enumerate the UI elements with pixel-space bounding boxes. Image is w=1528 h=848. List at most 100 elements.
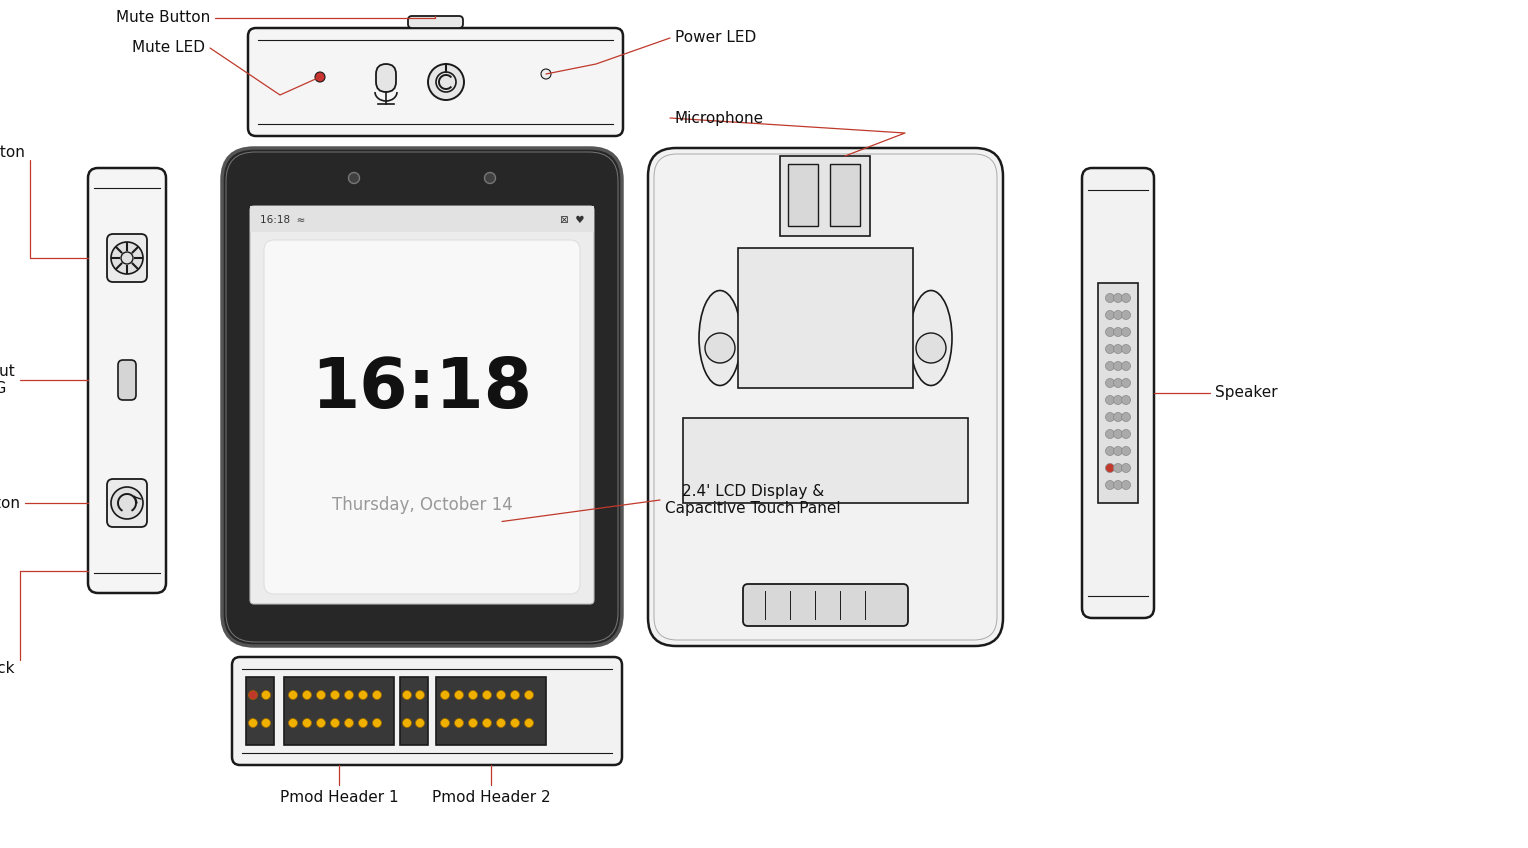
- FancyBboxPatch shape: [251, 206, 594, 604]
- Circle shape: [704, 333, 735, 363]
- Circle shape: [1105, 293, 1114, 303]
- Circle shape: [428, 64, 465, 100]
- Text: Microphone: Microphone: [675, 110, 764, 126]
- Bar: [738, 248, 914, 388]
- FancyBboxPatch shape: [264, 240, 581, 594]
- Circle shape: [483, 690, 492, 700]
- Circle shape: [1122, 395, 1131, 404]
- Text: USB 5V Input
Serial/JTAG: USB 5V Input Serial/JTAG: [0, 364, 15, 396]
- Circle shape: [1114, 293, 1123, 303]
- Ellipse shape: [698, 291, 741, 386]
- Circle shape: [348, 172, 359, 183]
- Circle shape: [541, 69, 552, 79]
- Circle shape: [1114, 344, 1123, 354]
- Circle shape: [1122, 429, 1131, 438]
- Circle shape: [1105, 395, 1114, 404]
- Circle shape: [344, 718, 353, 728]
- Circle shape: [1122, 327, 1131, 337]
- Circle shape: [344, 690, 353, 700]
- Circle shape: [402, 718, 411, 728]
- Circle shape: [524, 690, 533, 700]
- Bar: [400, 677, 428, 745]
- Circle shape: [261, 690, 270, 700]
- Circle shape: [1114, 464, 1123, 472]
- Circle shape: [1122, 412, 1131, 421]
- Circle shape: [1114, 361, 1123, 371]
- Circle shape: [249, 690, 258, 700]
- Bar: [1099, 283, 1138, 503]
- Text: 16:18: 16:18: [312, 355, 532, 422]
- Circle shape: [416, 718, 425, 728]
- Circle shape: [454, 690, 463, 700]
- Circle shape: [316, 718, 325, 728]
- Text: ⊠  ♥: ⊠ ♥: [559, 215, 584, 225]
- Circle shape: [1122, 344, 1131, 354]
- Text: Power LED: Power LED: [675, 31, 756, 46]
- Bar: [284, 677, 394, 745]
- Circle shape: [359, 718, 368, 728]
- Text: 2.4' LCD Display &
Capacitive Touch Panel: 2.4' LCD Display & Capacitive Touch Pane…: [665, 484, 840, 516]
- Circle shape: [112, 487, 144, 519]
- Circle shape: [469, 690, 477, 700]
- Circle shape: [1105, 327, 1114, 337]
- Circle shape: [316, 690, 325, 700]
- Ellipse shape: [911, 291, 952, 386]
- Bar: [788, 164, 817, 226]
- Circle shape: [1114, 310, 1123, 320]
- FancyBboxPatch shape: [743, 584, 908, 626]
- Text: Reset Button: Reset Button: [0, 495, 20, 510]
- Text: Pmod Header 1: Pmod Header 1: [280, 790, 399, 805]
- Circle shape: [440, 690, 449, 700]
- Circle shape: [1105, 344, 1114, 354]
- FancyBboxPatch shape: [89, 168, 167, 593]
- Circle shape: [121, 252, 133, 264]
- Circle shape: [1114, 447, 1123, 455]
- Circle shape: [112, 242, 144, 274]
- Circle shape: [402, 690, 411, 700]
- Circle shape: [1122, 310, 1131, 320]
- Circle shape: [1122, 361, 1131, 371]
- Text: Thursday, October 14: Thursday, October 14: [332, 496, 512, 515]
- Circle shape: [497, 690, 506, 700]
- Circle shape: [497, 718, 506, 728]
- Circle shape: [524, 718, 533, 728]
- FancyBboxPatch shape: [107, 479, 147, 527]
- Circle shape: [303, 718, 312, 728]
- Circle shape: [484, 172, 495, 183]
- FancyBboxPatch shape: [408, 16, 463, 28]
- Bar: [251, 206, 594, 232]
- Circle shape: [454, 718, 463, 728]
- Circle shape: [359, 690, 368, 700]
- Circle shape: [1105, 378, 1114, 388]
- Text: Mute Button: Mute Button: [116, 10, 209, 25]
- Circle shape: [510, 690, 520, 700]
- Circle shape: [469, 718, 477, 728]
- Circle shape: [1114, 412, 1123, 421]
- FancyBboxPatch shape: [648, 148, 1002, 646]
- Bar: [830, 164, 860, 226]
- Circle shape: [440, 718, 449, 728]
- Circle shape: [1114, 395, 1123, 404]
- Text: Speaker: Speaker: [1215, 386, 1277, 400]
- Circle shape: [1122, 481, 1131, 489]
- Circle shape: [915, 333, 946, 363]
- Circle shape: [373, 690, 382, 700]
- Text: Boot Mode Button: Boot Mode Button: [0, 145, 24, 160]
- Text: Pmod Header 2: Pmod Header 2: [432, 790, 550, 805]
- Circle shape: [249, 718, 258, 728]
- Bar: [435, 677, 545, 745]
- FancyBboxPatch shape: [107, 234, 147, 282]
- Circle shape: [1114, 481, 1123, 489]
- Circle shape: [261, 718, 270, 728]
- Circle shape: [1105, 464, 1114, 472]
- FancyBboxPatch shape: [118, 360, 136, 400]
- Bar: [246, 677, 274, 745]
- Circle shape: [483, 718, 492, 728]
- Circle shape: [289, 718, 298, 728]
- Circle shape: [416, 690, 425, 700]
- Circle shape: [1105, 310, 1114, 320]
- Circle shape: [1122, 447, 1131, 455]
- Text: Mute LED: Mute LED: [131, 41, 205, 55]
- Circle shape: [373, 718, 382, 728]
- FancyBboxPatch shape: [222, 148, 622, 646]
